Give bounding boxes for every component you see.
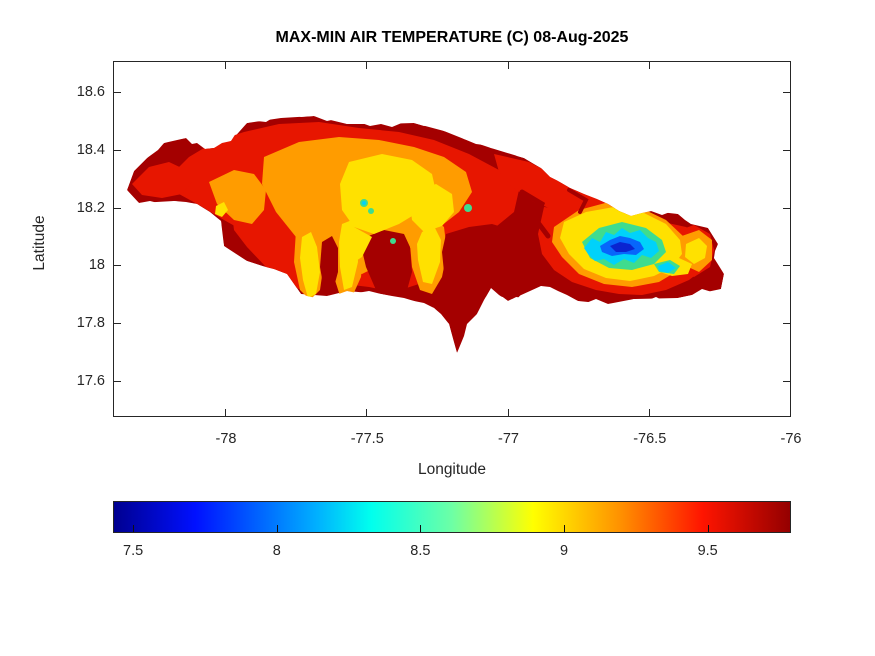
x-tick-label: -77.5 [350,431,384,447]
y-tick-mark-left [114,91,121,93]
colorbar-tick-mark [707,525,709,532]
y-tick-mark-left [114,149,121,151]
contour-darkred-south-central-2 [442,224,532,300]
contour-red-west-tip [132,162,192,198]
contour-yellow-streak-b [339,220,358,290]
y-tick-mark-right [783,265,790,267]
contour-yellow-central-2 [410,184,454,232]
colorbar-tick-label: 8 [272,543,281,559]
colorbar-tick-mark [276,525,278,532]
colorbar [113,501,791,533]
y-tick-mark-left [114,381,121,383]
y-tick-mark-right [783,91,790,93]
x-tick-mark-bottom [225,409,226,416]
x-tick-mark-bottom [648,409,650,416]
contour-cyan-east-spur [658,262,676,273]
y-tick-mark-right [783,381,790,383]
colorbar-tick-mark [420,525,422,532]
y-tick-mark-right [783,149,790,151]
contour-cyan-speck [362,201,366,205]
x-tick-mark-bottom [366,409,368,416]
chart-title: MAX-MIN AIR TEMPERATURE (C) 08-Aug-2025 [275,29,629,46]
x-tick-label: -76.5 [633,431,667,447]
x-tick-label: -78 [215,431,237,447]
y-tick-label: 18 [88,257,105,274]
contour-darkred-vein-2 [567,188,589,214]
y-tick-label: 18.4 [76,141,105,158]
x-tick-mark-top [225,62,226,69]
x-tick-mark-top [790,62,791,69]
contour-yellow-west-speck [215,202,228,217]
contour-darkred-south-central-1 [362,230,412,294]
colorbar-tick-label: 7.5 [123,543,144,559]
map-plot-area [113,61,791,417]
contour-green-speck-4 [464,204,472,212]
colorbar-tick-label: 9 [559,543,569,559]
y-tick-label: 18.2 [76,199,105,216]
x-tick-mark-top [648,62,650,69]
x-tick-mark-top [366,62,368,69]
x-tick-mark-bottom [507,409,509,416]
y-tick-label: 18.6 [76,83,105,100]
colorbar-tick-label: 9.5 [697,543,718,559]
contour-green-speck-3 [390,238,396,244]
colorbar-tick-mark [133,525,135,532]
y-tick-mark-right [783,207,790,209]
contour-yellow-streak-a [300,232,320,298]
y-tick-mark-left [114,323,121,325]
y-tick-mark-right [783,323,790,325]
x-axis-label: Longitude [417,461,487,478]
contour-green-speck-2 [368,208,374,214]
x-tick-mark-bottom [790,409,791,416]
contour-darkred-south-central-3 [320,236,338,294]
x-tick-label: -76 [780,431,802,447]
x-tick-mark-top [507,62,509,69]
y-tick-mark-left [114,265,121,267]
y-tick-label: 17.6 [76,373,105,390]
contour-darkred-vein-1 [519,189,551,239]
y-tick-mark-left [114,207,121,209]
y-tick-label: 17.8 [76,315,105,332]
jamaica-contour-map [127,116,724,353]
colorbar-tick-label: 8.5 [410,543,431,559]
colorbar-tick-mark [564,525,566,532]
contour-yellow-streak-c [417,226,441,284]
x-tick-label: -77 [498,431,519,447]
contour-yellow-east-core [685,238,707,264]
contour-orange-westmoreland [209,170,266,224]
contour-darkblue-mountain-core [610,242,635,252]
